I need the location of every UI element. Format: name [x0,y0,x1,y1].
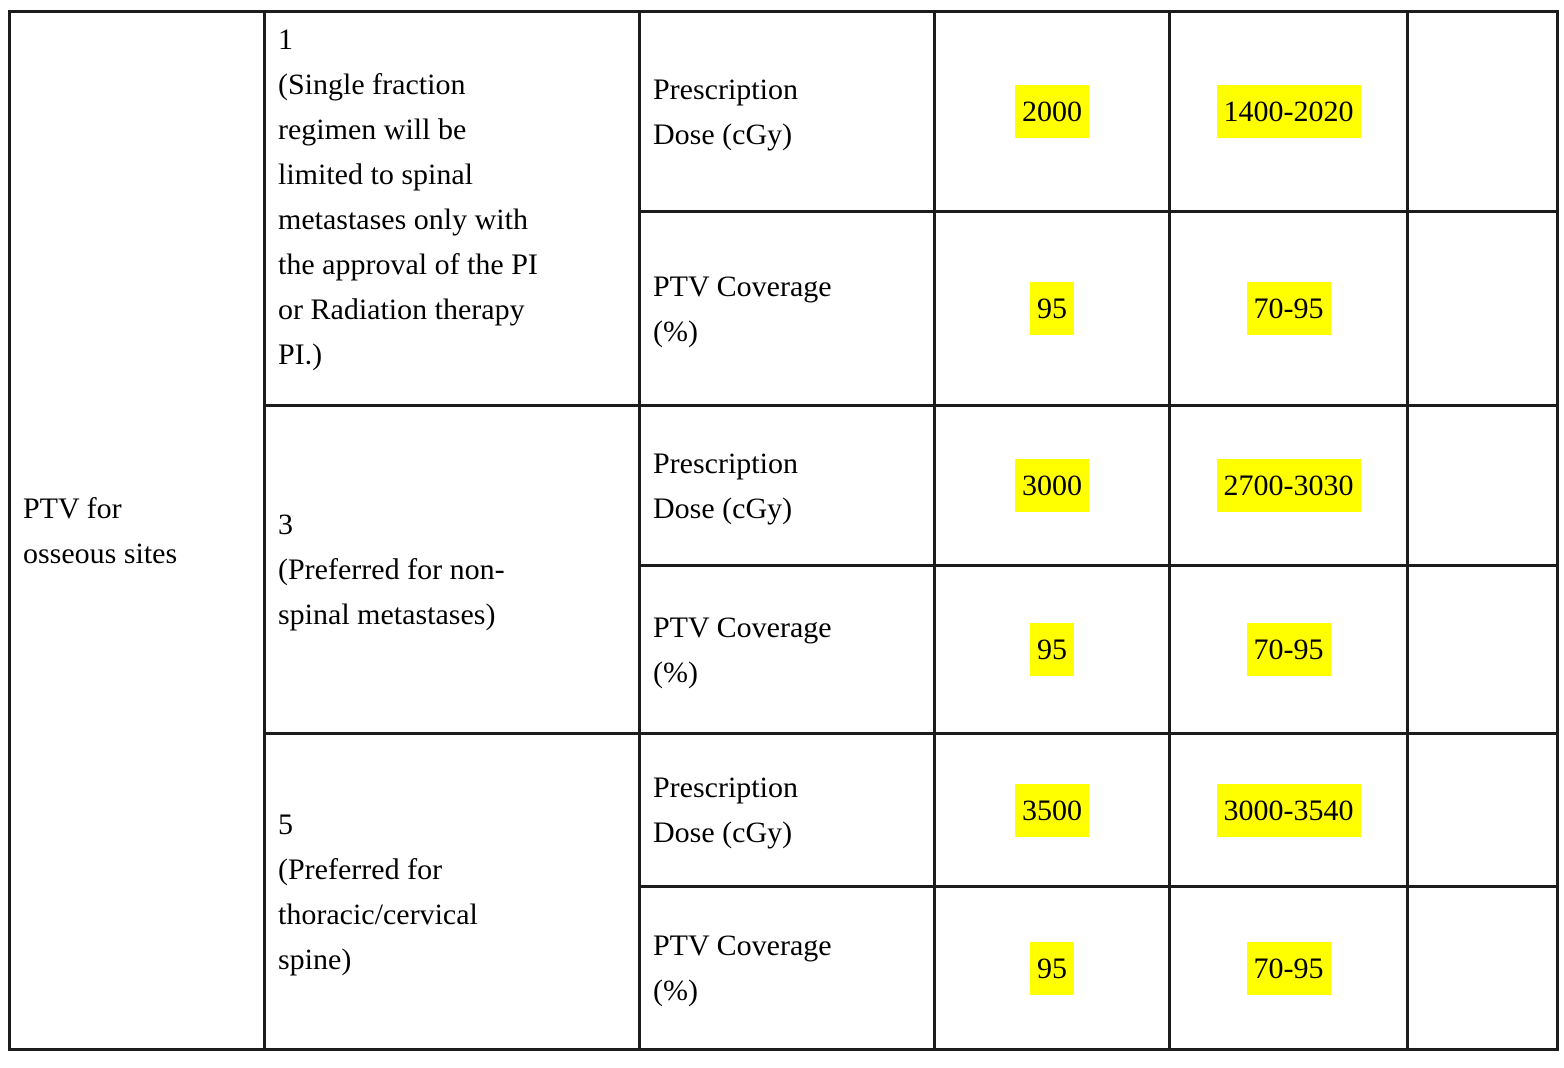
table-row: PTV for osseous sites 1 (Single fraction… [8,10,1559,1051]
highlighted-value: 70-95 [1246,623,1331,676]
highlighted-value: 2000 [1015,85,1089,138]
coverage-range-cell: 70-95 [1168,210,1409,407]
dose-value-cell: 3500 [933,732,1171,888]
site-cell: PTV for osseous sites [8,10,266,1051]
table-row: PTV Coverage (%) 95 70-95 [10,564,1559,735]
highlighted-value: 95 [1030,282,1074,335]
coverage-range-cell: 70-95 [1168,564,1409,735]
dose-range-cell: 2700-3030 [1168,404,1409,567]
highlighted-value: 70-95 [1246,941,1331,995]
table-row: PTV Coverage (%) 95 70-95 [10,210,1559,407]
highlighted-value: 3000 [1015,459,1089,512]
metric-cell: PTV Coverage (%) [638,885,936,1051]
highlighted-value: 3500 [1015,783,1089,837]
coverage-value-cell: 95 [933,210,1171,407]
ptv-dose-table: PTV for osseous sites 1 (Single fraction… [8,10,1559,1051]
highlighted-value: 70-95 [1246,282,1331,335]
dose-range-cell: 1400-2020 [1168,10,1409,213]
highlighted-value: 2700-3030 [1216,459,1361,512]
highlighted-value: 95 [1030,941,1074,995]
empty-cell [1406,210,1559,407]
empty-cell [1406,404,1559,567]
fractions-cell-regimen-3: 3 (Preferred for non- spinal metastases) [263,404,641,735]
dose-value-cell: 2000 [933,10,1171,213]
coverage-value-cell: 95 [933,885,1171,1051]
dose-value-cell: 3000 [933,404,1171,567]
highlighted-value: 1400-2020 [1216,85,1361,138]
metric-cell: PTV Coverage (%) [638,210,936,407]
coverage-value-cell: 95 [933,564,1171,735]
fractions-cell-regimen-1: 1 (Single fraction regimen will be limit… [263,10,641,407]
empty-cell [1406,10,1559,213]
empty-cell [1406,732,1559,888]
metric-cell: Prescription Dose (cGy) [638,404,936,567]
metric-cell: Prescription Dose (cGy) [638,10,936,213]
table-row: 3 (Preferred for non- spinal metastases)… [10,404,1559,735]
table-row: 5 (Preferred for thoracic/cervical spine… [10,732,1559,1051]
coverage-range-cell: 70-95 [1168,885,1409,1051]
metric-cell: Prescription Dose (cGy) [638,732,936,888]
empty-cell [1406,885,1559,1051]
dose-range-cell: 3000-3540 [1168,732,1409,888]
highlighted-value: 3000-3540 [1216,783,1361,837]
metric-cell: PTV Coverage (%) [638,564,936,735]
highlighted-value: 95 [1030,623,1074,676]
empty-cell [1406,564,1559,735]
table-row: PTV Coverage (%) 95 70-95 [10,885,1559,1051]
fractions-cell-regimen-5: 5 (Preferred for thoracic/cervical spine… [263,732,641,1051]
